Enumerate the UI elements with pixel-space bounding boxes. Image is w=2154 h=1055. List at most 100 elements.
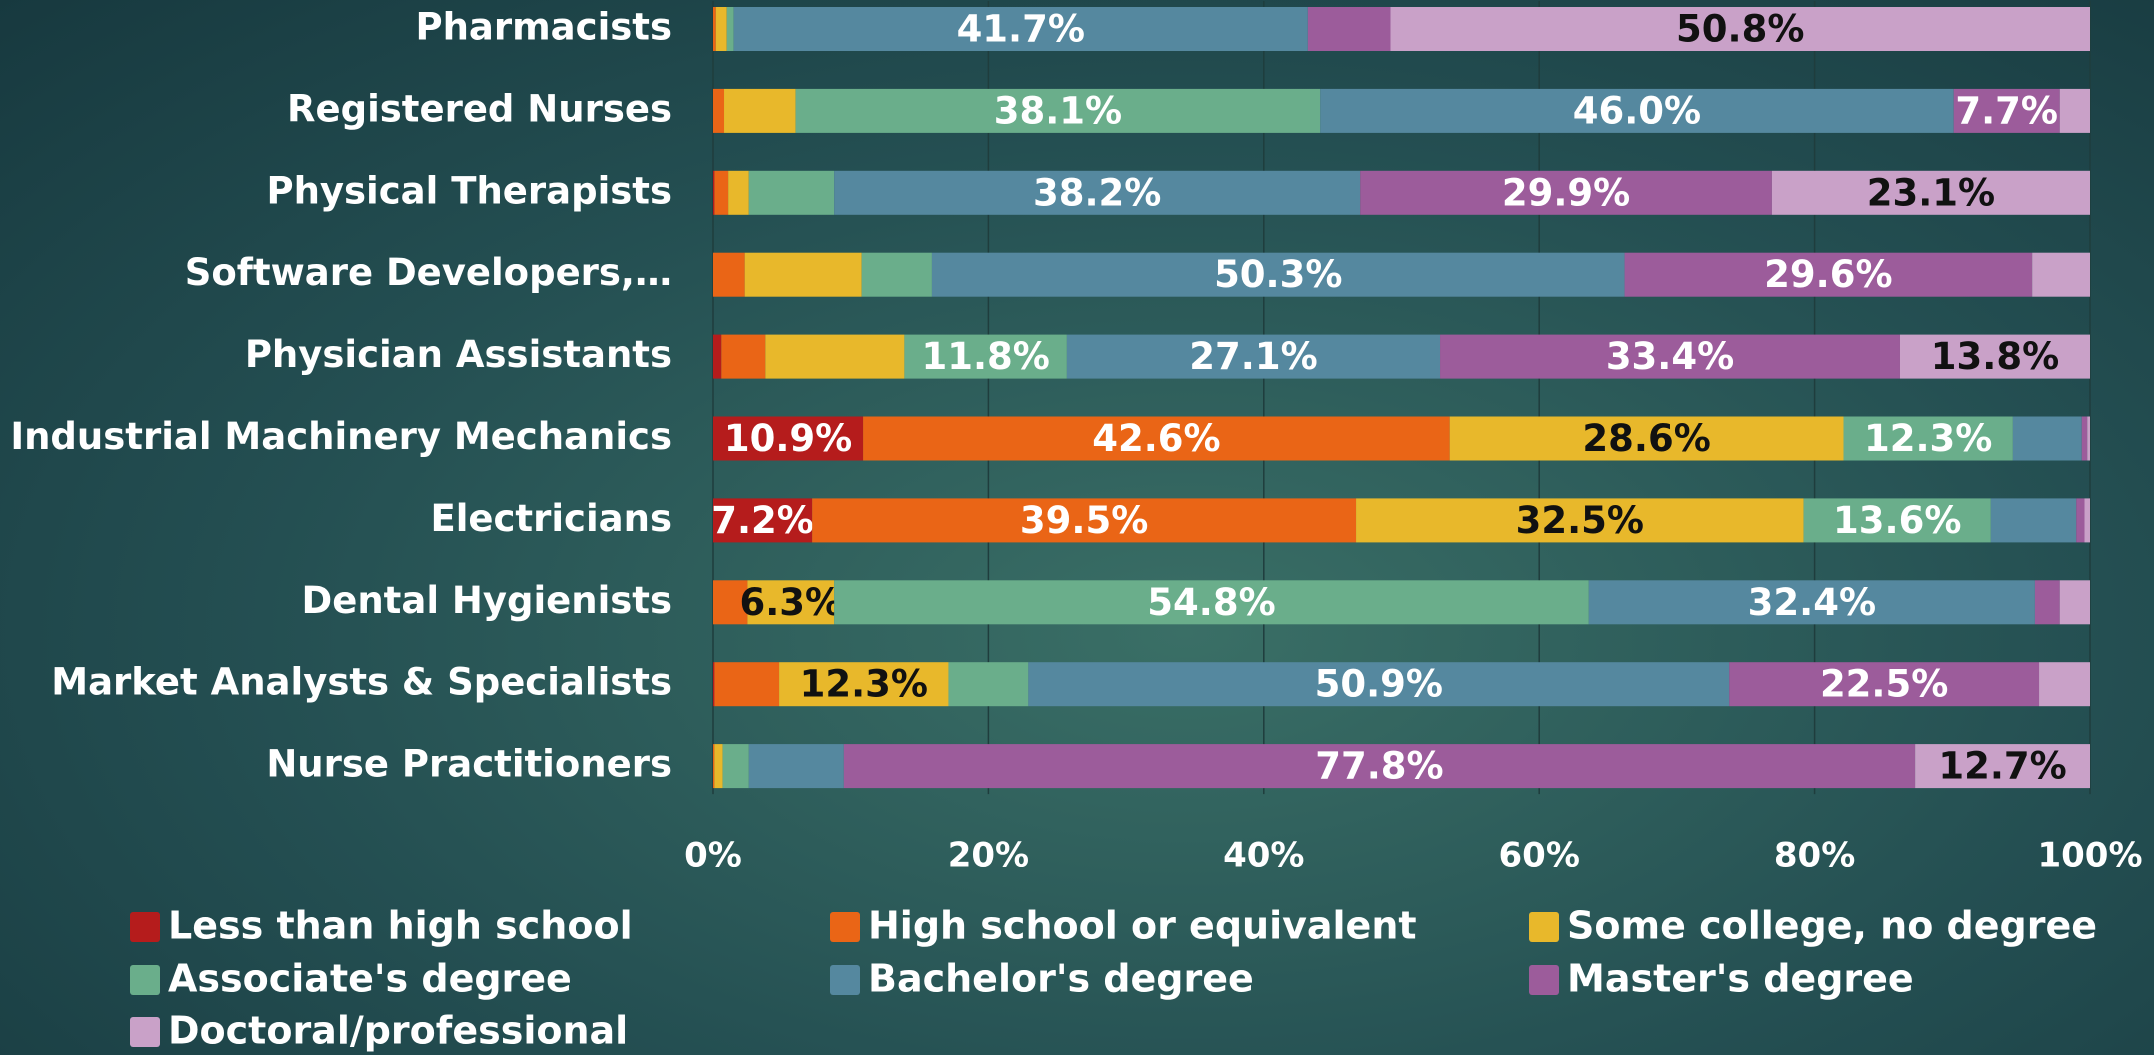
bar-segment bbox=[1440, 334, 1900, 379]
value-label: 32.5% bbox=[1516, 499, 1644, 542]
value-label: 42.6% bbox=[1092, 417, 1220, 460]
bar-segment bbox=[733, 7, 1308, 51]
bar-segment bbox=[1953, 88, 2060, 133]
bar-segment bbox=[1624, 252, 2033, 297]
category-label: Dental Hygienists bbox=[302, 579, 672, 622]
bar-segment bbox=[861, 252, 932, 297]
bar-segment bbox=[1729, 662, 2040, 707]
value-label: 6.3% bbox=[739, 581, 842, 624]
bar-segment bbox=[2087, 416, 2090, 461]
bar-segment bbox=[812, 498, 1357, 543]
legend-label: Associate's degree bbox=[168, 957, 572, 1001]
value-label: 11.8% bbox=[921, 335, 1049, 378]
value-label: 12.3% bbox=[1864, 417, 1992, 460]
bar-segment bbox=[2039, 662, 2090, 707]
bar-segment bbox=[2012, 416, 2082, 461]
value-label: 50.3% bbox=[1214, 253, 1342, 296]
bar-segment bbox=[1990, 498, 2077, 543]
value-label: 10.9% bbox=[724, 417, 852, 460]
bar-segment bbox=[2084, 498, 2090, 543]
legend-swatch bbox=[130, 965, 160, 995]
bar-segment bbox=[713, 744, 715, 789]
bar-segment bbox=[765, 334, 905, 379]
x-tick-label: 40% bbox=[1223, 836, 1304, 876]
bar-segment bbox=[1899, 334, 2090, 379]
bar-segment bbox=[714, 662, 780, 707]
value-label: 38.2% bbox=[1033, 171, 1161, 214]
bar-segment bbox=[2032, 252, 2090, 297]
category-label: Market Analysts & Specialists bbox=[51, 661, 672, 704]
value-label: 41.7% bbox=[957, 8, 1085, 51]
value-label: 22.5% bbox=[1820, 663, 1948, 706]
value-label: 39.5% bbox=[1020, 499, 1148, 542]
category-label: Nurse Practitioners bbox=[266, 743, 672, 786]
legend-label: Less than high school bbox=[168, 904, 633, 948]
bar-segment bbox=[1307, 7, 1391, 51]
legend-label: Some college, no degree bbox=[1567, 904, 2097, 948]
bar-segment bbox=[1588, 580, 2035, 625]
bar-segment bbox=[713, 498, 813, 543]
bar-segment bbox=[1028, 662, 1730, 707]
legend-label: Bachelor's degree bbox=[868, 957, 1254, 1001]
bar-segment bbox=[728, 170, 749, 215]
value-label: 7.7% bbox=[1955, 89, 2058, 132]
bar-segment bbox=[779, 662, 949, 707]
legend-swatch bbox=[830, 912, 860, 942]
value-label: 23.1% bbox=[1867, 171, 1995, 214]
bar-segment bbox=[744, 252, 862, 297]
bar-segment bbox=[1771, 170, 2090, 215]
value-label: 32.4% bbox=[1748, 581, 1876, 624]
bar-segment bbox=[1803, 498, 1991, 543]
legend-swatch bbox=[130, 1017, 160, 1047]
bar-segment bbox=[1449, 416, 1844, 461]
bar-segment bbox=[721, 334, 766, 379]
bar-segment bbox=[834, 580, 1589, 625]
value-label: 50.8% bbox=[1676, 8, 1804, 51]
category-label: Physical Therapists bbox=[266, 169, 672, 212]
category-label: Software Developers,… bbox=[185, 251, 672, 294]
legend-label: Doctoral/professional bbox=[168, 1009, 628, 1053]
legend-label: High school or equivalent bbox=[868, 904, 1417, 948]
bar-segment bbox=[795, 88, 1321, 133]
bar-segment bbox=[722, 744, 749, 789]
value-label: 13.6% bbox=[1833, 499, 1961, 542]
bar-segment bbox=[724, 88, 796, 133]
bar-segment bbox=[713, 88, 725, 133]
value-label: 12.7% bbox=[1938, 745, 2066, 788]
bar-segment bbox=[713, 416, 864, 461]
bar-segment bbox=[843, 744, 1916, 789]
value-label: 13.8% bbox=[1931, 335, 2059, 378]
bar-segment bbox=[1066, 334, 1441, 379]
bar-segment bbox=[1390, 7, 2090, 51]
value-label: 33.4% bbox=[1606, 335, 1734, 378]
bar-segment bbox=[2076, 498, 2085, 543]
value-label: 12.3% bbox=[800, 663, 928, 706]
value-label: 54.8% bbox=[1147, 581, 1275, 624]
bar-segment bbox=[2059, 88, 2090, 133]
category-label: Physician Assistants bbox=[245, 333, 672, 376]
legend-label: Master's degree bbox=[1567, 957, 1914, 1001]
category-label: Registered Nurses bbox=[287, 87, 672, 130]
bar-segment bbox=[834, 170, 1361, 215]
legend-swatch bbox=[1529, 912, 1559, 942]
bar-segment bbox=[726, 7, 734, 51]
x-tick-label: 80% bbox=[1774, 836, 1855, 876]
bar-segment bbox=[863, 416, 1450, 461]
value-label: 46.0% bbox=[1573, 89, 1701, 132]
bar-segment bbox=[748, 170, 835, 215]
bar-segment bbox=[1320, 88, 1954, 133]
bar-segment bbox=[713, 170, 715, 215]
value-label: 77.8% bbox=[1315, 745, 1443, 788]
bar-segment bbox=[1843, 416, 2013, 461]
value-label: 50.9% bbox=[1315, 663, 1443, 706]
legend-swatch bbox=[1529, 965, 1559, 995]
bar-segment bbox=[714, 744, 723, 789]
category-label: Electricians bbox=[430, 497, 672, 540]
bar-segment bbox=[713, 252, 745, 297]
bar-segment bbox=[1356, 498, 1804, 543]
bar-segment bbox=[948, 662, 1029, 707]
bar-segment bbox=[715, 7, 727, 51]
bar-segment bbox=[1915, 744, 2090, 789]
